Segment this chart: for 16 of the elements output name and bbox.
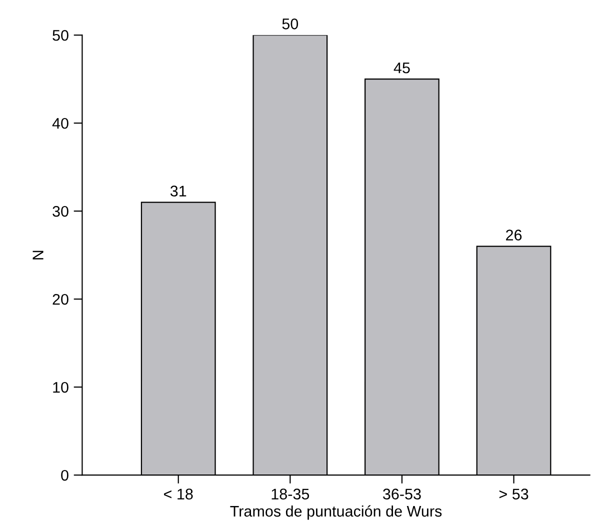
y-tick-label: 40	[52, 118, 68, 129]
y-tick-label: 50	[52, 30, 68, 41]
x-tick-label: < 18	[164, 488, 193, 500]
data-label: 31	[170, 186, 186, 196]
data-label: 45	[394, 62, 410, 74]
x-tick-label: > 53	[499, 488, 528, 500]
data-label: 50	[282, 18, 298, 30]
x-tick-label: 36-53	[383, 488, 421, 500]
y-tick-label: 0	[61, 470, 68, 481]
y-tick-label: 30	[52, 206, 68, 217]
y-tick-label: 20	[52, 294, 68, 305]
data-label: 26	[506, 230, 522, 240]
x-tick-label: 18-35	[272, 488, 310, 500]
y-tick-label: 10	[53, 382, 68, 393]
x-axis-title: Tramos de puntuación de Wurs	[230, 505, 442, 520]
y-axis-title: N	[32, 250, 44, 260]
